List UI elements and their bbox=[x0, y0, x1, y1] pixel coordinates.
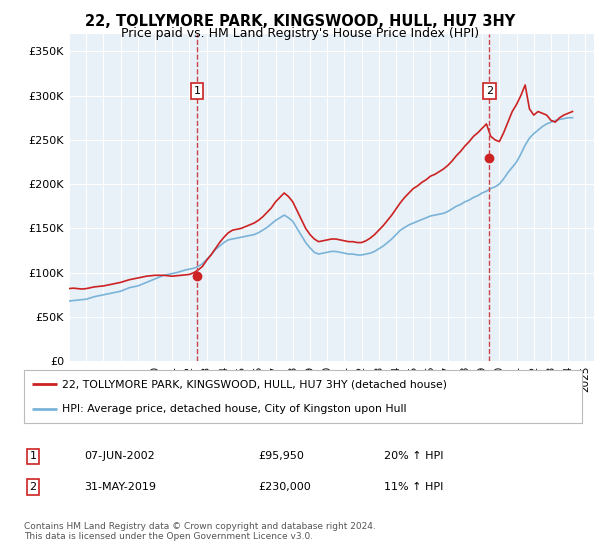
Text: 31-MAY-2019: 31-MAY-2019 bbox=[84, 482, 156, 492]
Text: £230,000: £230,000 bbox=[258, 482, 311, 492]
Text: Price paid vs. HM Land Registry's House Price Index (HPI): Price paid vs. HM Land Registry's House … bbox=[121, 27, 479, 40]
Text: 1: 1 bbox=[29, 451, 37, 461]
Text: £95,950: £95,950 bbox=[258, 451, 304, 461]
Text: Contains HM Land Registry data © Crown copyright and database right 2024.
This d: Contains HM Land Registry data © Crown c… bbox=[24, 522, 376, 542]
Text: 22, TOLLYMORE PARK, KINGSWOOD, HULL, HU7 3HY: 22, TOLLYMORE PARK, KINGSWOOD, HULL, HU7… bbox=[85, 14, 515, 29]
Text: 11% ↑ HPI: 11% ↑ HPI bbox=[384, 482, 443, 492]
Text: 22, TOLLYMORE PARK, KINGSWOOD, HULL, HU7 3HY (detached house): 22, TOLLYMORE PARK, KINGSWOOD, HULL, HU7… bbox=[62, 380, 447, 390]
Text: 2: 2 bbox=[486, 86, 493, 96]
Text: 1: 1 bbox=[194, 86, 200, 96]
Text: 2: 2 bbox=[29, 482, 37, 492]
Text: 20% ↑ HPI: 20% ↑ HPI bbox=[384, 451, 443, 461]
Text: HPI: Average price, detached house, City of Kingston upon Hull: HPI: Average price, detached house, City… bbox=[62, 404, 406, 414]
Text: 07-JUN-2002: 07-JUN-2002 bbox=[84, 451, 155, 461]
